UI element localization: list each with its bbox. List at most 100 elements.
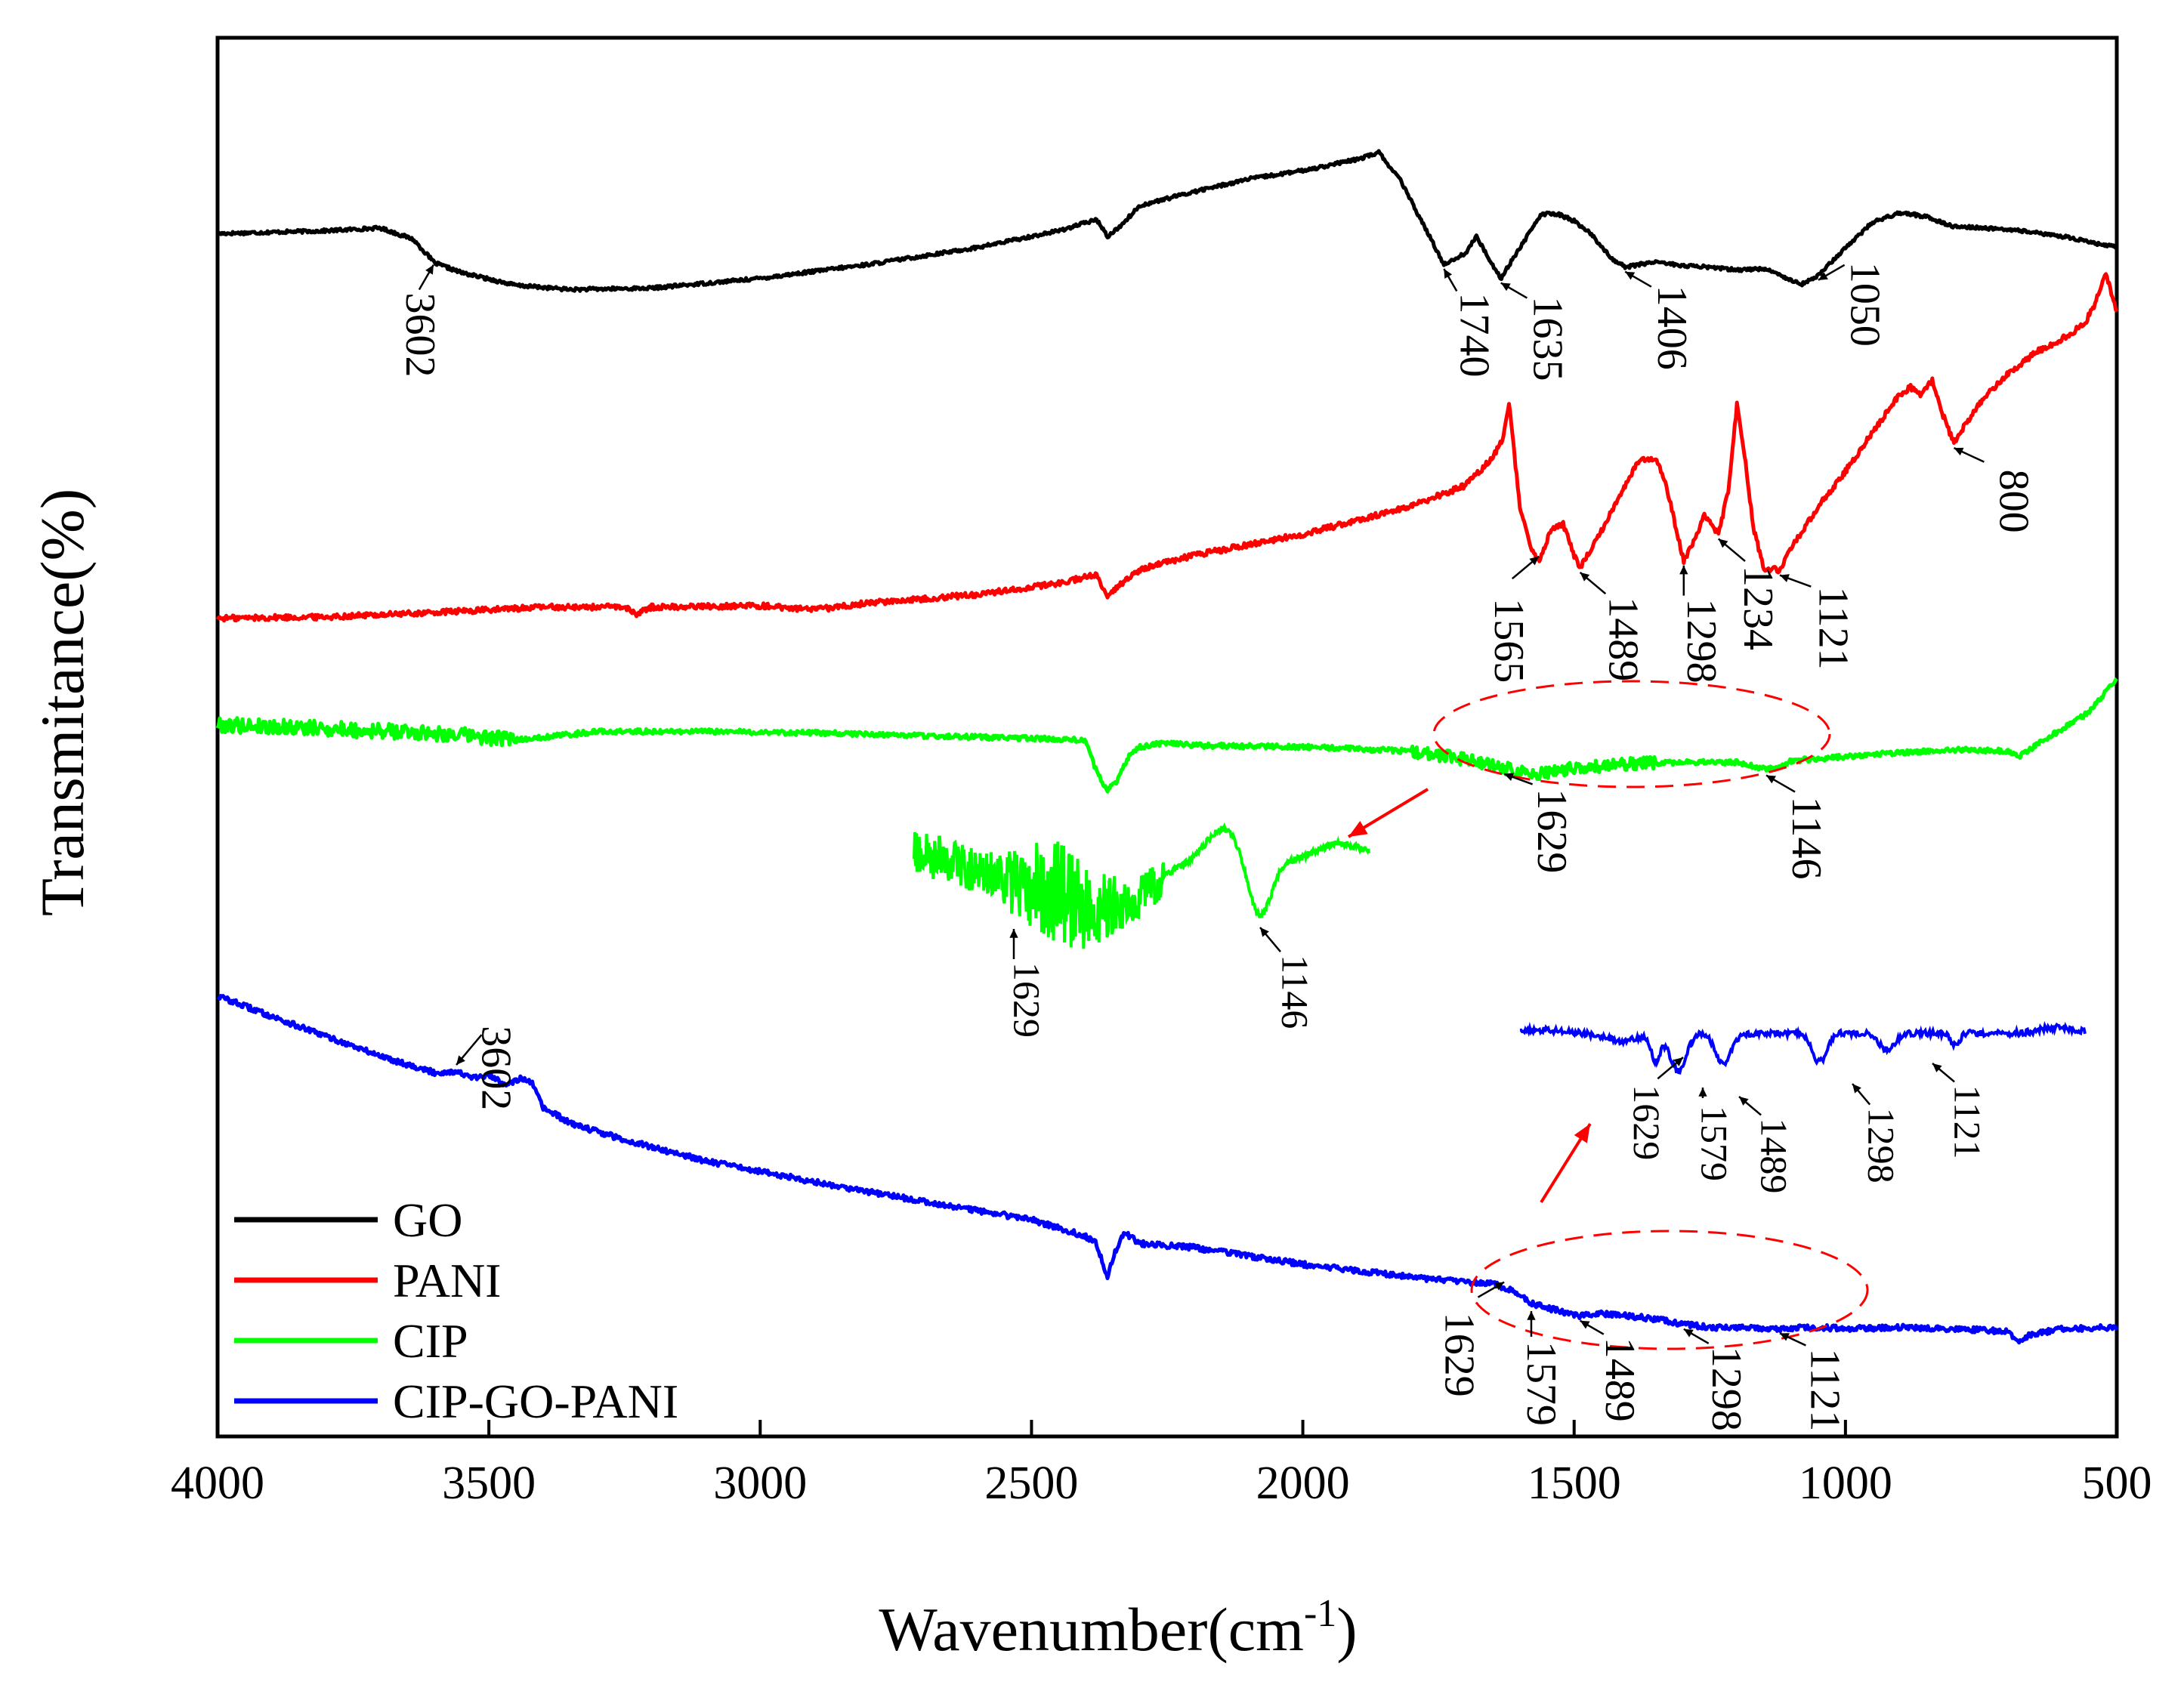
- annotation-arrow-head: [1779, 1333, 1790, 1341]
- peak-annotation: 1635: [1500, 282, 1571, 381]
- peak-annotation: 1234: [1717, 538, 1781, 650]
- annotation-arrow-head: [1009, 929, 1018, 938]
- annotation-label: 1629: [1436, 1313, 1483, 1397]
- annotation-label: 1121: [1802, 1348, 1849, 1431]
- annotation-label: 1635: [1524, 297, 1571, 381]
- annotation-label: 1489: [1599, 597, 1646, 681]
- annotation-arrow-head: [1779, 574, 1790, 582]
- series-line-cip-go-pani: [216, 994, 2119, 1345]
- x-tick-label: 2000: [1256, 1458, 1350, 1509]
- legend-label: GO: [393, 1193, 462, 1247]
- annotation-arrow-head: [1625, 271, 1636, 280]
- annotation-arrow-head: [1673, 1057, 1683, 1066]
- annotation-label: 1489: [1596, 1338, 1643, 1422]
- peak-annotation: 1298: [1852, 1083, 1903, 1183]
- annotation-label: 1121: [1947, 1085, 1989, 1159]
- annotation-arrow-head: [1852, 1084, 1861, 1094]
- peak-annotation: 3602: [456, 1026, 520, 1110]
- annotation-label: 1298: [1861, 1108, 1903, 1183]
- annotation-label: 1298: [1703, 1347, 1750, 1431]
- peak-annotation: 1629: [1006, 929, 1049, 1038]
- series-line-cip: [215, 677, 2118, 794]
- peak-annotation: 1740: [1443, 268, 1497, 377]
- series-line-pani: [215, 272, 2119, 623]
- plot-frame: [215, 35, 2119, 1439]
- x-axis-ticks: 4000 3500 3000 2500 2000 1500 1000 500: [171, 1420, 2152, 1509]
- cip-zoom-arrow-head: [1348, 820, 1368, 837]
- annotation-arrow-head: [1260, 927, 1269, 937]
- x-axis-title-superscript: -1: [1304, 1592, 1336, 1635]
- peak-annotation: 1579: [1694, 1088, 1736, 1181]
- peak-annotation: 1406: [1624, 270, 1695, 370]
- annotation-label: 3602: [473, 1026, 520, 1110]
- annotation-label: 1740: [1450, 292, 1497, 377]
- peak-annotation: 1121: [1779, 574, 1856, 670]
- annotation-arrow-head: [1580, 1320, 1590, 1329]
- annotation-label: 1579: [1518, 1341, 1565, 1426]
- peak-annotation: 1489: [1579, 1319, 1643, 1422]
- inset-cip-trace: [913, 822, 1370, 949]
- peak-annotation: 1565: [1485, 555, 1540, 683]
- annotation-label: 1406: [1648, 285, 1695, 370]
- peak-annotation: 1489: [1579, 571, 1646, 681]
- annotation-arrow-head: [456, 1055, 465, 1066]
- legend: GO PANI CIP CIP-GO-PANI: [234, 1193, 678, 1428]
- annotation-label: 1146: [1783, 797, 1830, 880]
- annotation-label: 1234: [1735, 566, 1781, 650]
- annotation-label: 1489: [1753, 1118, 1796, 1193]
- annotation-arrow-head: [1932, 1063, 1942, 1072]
- x-axis-title: Wavenumber(cm-1): [879, 1592, 1357, 1664]
- annotation-label: 1579: [1694, 1106, 1736, 1181]
- annotation-label: 800: [1991, 470, 2037, 533]
- x-tick-label: 1500: [1528, 1458, 1621, 1509]
- x-tick-label: 1000: [1799, 1458, 1892, 1509]
- annotation-arrow-head: [1679, 565, 1688, 575]
- annotation-arrow-head: [1527, 1311, 1536, 1320]
- annotation-label: 1121: [1809, 587, 1856, 670]
- y-axis-title: Transmitance(%): [28, 489, 97, 916]
- peak-annotation: 1629: [1436, 1281, 1505, 1397]
- legend-label: CIP: [393, 1314, 468, 1368]
- annotation-label: 1629: [1006, 962, 1049, 1038]
- inset-composite-trace: [1519, 1020, 2087, 1075]
- x-tick-label: 2500: [984, 1458, 1078, 1509]
- annotation-label: 1629: [1626, 1085, 1668, 1160]
- x-tick-label: 3500: [442, 1458, 536, 1509]
- x-tick-label: 500: [2082, 1458, 2152, 1509]
- peak-annotation: 1579: [1518, 1311, 1565, 1426]
- annotation-label: 1050: [1842, 262, 1889, 347]
- series-layer: [215, 149, 2119, 1345]
- annotation-label: 1298: [1678, 599, 1725, 683]
- annotation-arrow-head: [425, 264, 434, 275]
- peak-annotation: 1629: [1503, 773, 1575, 873]
- annotation-arrow-head: [1718, 538, 1728, 548]
- annotation-label: 1146: [1274, 955, 1317, 1029]
- composite-highlight-ellipse: [1470, 1230, 1869, 1350]
- peak-annotation: 1050: [1818, 262, 1889, 347]
- peak-annotation: 3602: [397, 264, 443, 378]
- annotation-arrow-head: [1698, 1088, 1707, 1097]
- legend-label: PANI: [393, 1254, 501, 1307]
- annotation-arrow-head: [1818, 272, 1828, 280]
- x-axis-title-main: Wavenumber(cm: [879, 1595, 1304, 1664]
- inset-layer: 1629 1146 1629 1579 1489 1298 1121: [913, 822, 2087, 1193]
- peak-annotation: 1121: [1932, 1063, 1989, 1159]
- peak-annotation: 1298: [1678, 565, 1725, 683]
- x-tick-label: 3000: [713, 1458, 807, 1509]
- plot-area: [215, 35, 2119, 1439]
- x-tick-label: 4000: [171, 1458, 264, 1509]
- annotation-arrow-head: [1580, 572, 1590, 582]
- peak-annotation: 1298: [1683, 1328, 1750, 1431]
- highlight-layer: [1347, 680, 1869, 1350]
- annotation-arrow-head: [1683, 1328, 1694, 1338]
- annotation-arrow-head: [1765, 775, 1776, 784]
- annotation-arrow-head: [1500, 282, 1511, 292]
- annotation-label: 3602: [397, 293, 443, 378]
- peak-annotation: 1629: [1626, 1057, 1684, 1160]
- peak-annotation: 1146: [1259, 927, 1317, 1029]
- annotation-arrow-head: [1529, 556, 1540, 566]
- composite-zoom-arrow-head: [1574, 1124, 1590, 1143]
- annotation-arrow-head: [1444, 269, 1453, 279]
